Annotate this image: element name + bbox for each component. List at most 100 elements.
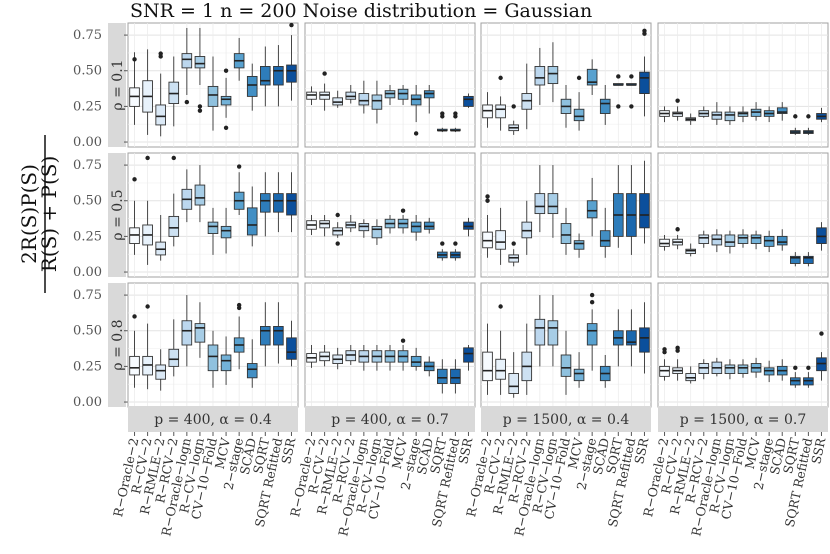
box bbox=[750, 234, 762, 244]
outlier-point bbox=[400, 338, 406, 343]
boxplot-R−CV−logn bbox=[724, 230, 736, 254]
box bbox=[437, 368, 448, 384]
boxplot-MCV bbox=[573, 352, 585, 388]
row-strip-label: ρ = 0.1 bbox=[110, 59, 126, 110]
box bbox=[737, 364, 749, 374]
boxplot-SSR bbox=[463, 217, 474, 237]
outlier-point bbox=[662, 347, 667, 352]
boxplot-SQRT bbox=[790, 365, 801, 388]
facet-panel bbox=[657, 22, 829, 148]
boxplot-CV−10−Fold bbox=[207, 330, 219, 388]
y-tick-label: 0.75 bbox=[73, 158, 102, 173]
boxplot-R−RCV−2 bbox=[521, 200, 533, 255]
boxplot-CV−10−Fold bbox=[384, 215, 396, 234]
boxplot-SCAD bbox=[246, 186, 258, 247]
boxplot-R−CV−2 bbox=[142, 304, 153, 390]
box bbox=[286, 193, 297, 216]
box bbox=[260, 66, 271, 86]
boxplot-R−CV−2 bbox=[319, 71, 330, 111]
boxplot-2−stage bbox=[586, 59, 598, 95]
outlier-point bbox=[158, 51, 163, 56]
boxplot-CV−10−Fold bbox=[207, 56, 219, 131]
boxplot-SQRT Refitted bbox=[803, 114, 814, 135]
boxplot-R−Oracle−logn bbox=[181, 295, 193, 367]
boxplot-SQRT bbox=[613, 74, 624, 109]
boxplot-R−CV−2 bbox=[142, 155, 153, 265]
outlier-point bbox=[675, 345, 680, 351]
boxplot-CV−10−Fold bbox=[560, 207, 572, 255]
box bbox=[724, 364, 736, 374]
box bbox=[260, 326, 271, 346]
box bbox=[534, 193, 546, 215]
box bbox=[698, 234, 710, 244]
facet-panel bbox=[657, 152, 829, 278]
boxplot-R−RMLE−2 bbox=[155, 51, 166, 137]
outlier-point bbox=[197, 108, 203, 113]
box bbox=[639, 327, 650, 353]
boxplot-R−RMLE−2 bbox=[155, 215, 166, 261]
box bbox=[168, 348, 180, 367]
boxplot-R−RMLE−2 bbox=[685, 366, 696, 384]
boxplot-SCAD bbox=[423, 217, 435, 234]
box bbox=[207, 221, 219, 234]
boxplot-R−Oracle−logn bbox=[534, 47, 546, 105]
boxplot-R−Oracle−logn bbox=[181, 169, 193, 223]
boxplot-CV−10−Fold bbox=[560, 330, 572, 395]
box bbox=[573, 108, 585, 122]
boxplot-SQRT bbox=[260, 302, 271, 367]
y-tick-label: 0.25 bbox=[73, 359, 102, 374]
boxplot-SQRT bbox=[260, 46, 271, 107]
boxplot-CV−10−Fold bbox=[560, 85, 572, 128]
boxplot-2−stage bbox=[410, 347, 422, 371]
boxplot-SSR bbox=[463, 93, 474, 108]
outlier-point bbox=[400, 208, 406, 213]
box bbox=[495, 104, 506, 119]
box bbox=[495, 358, 506, 380]
box bbox=[547, 66, 559, 85]
box bbox=[803, 255, 814, 264]
outlier-point bbox=[629, 104, 634, 109]
box bbox=[207, 85, 219, 107]
boxplot-2−stage bbox=[586, 177, 598, 237]
outlier-point bbox=[171, 155, 176, 161]
boxplot-SQRT bbox=[260, 172, 271, 237]
boxplot-R−CV−logn bbox=[194, 27, 206, 113]
boxplot-2−stage bbox=[410, 85, 422, 136]
boxplot-MCV bbox=[750, 102, 762, 121]
box bbox=[737, 234, 749, 244]
facet-panel bbox=[127, 22, 299, 148]
boxplot-R−RCV−2 bbox=[168, 56, 180, 127]
boxplot-SQRT Refitted bbox=[273, 172, 284, 233]
column-strip bbox=[305, 406, 475, 432]
box bbox=[724, 111, 736, 122]
boxplot-R−RCV−2 bbox=[345, 215, 357, 233]
box bbox=[626, 330, 637, 346]
box bbox=[273, 326, 284, 346]
boxplot-2−stage bbox=[763, 106, 775, 123]
box bbox=[155, 364, 166, 380]
boxplot-R−RMLE−2 bbox=[332, 212, 343, 246]
box bbox=[181, 320, 193, 346]
column-strip bbox=[481, 406, 651, 432]
box bbox=[790, 255, 801, 264]
box bbox=[508, 373, 519, 394]
boxplot-R−RMLE−2 bbox=[685, 113, 696, 125]
boxplot-R−Oracle−2 bbox=[482, 323, 493, 395]
facet-panel bbox=[304, 152, 476, 278]
boxplot-R−CV−logn bbox=[194, 302, 206, 358]
x-tick-label: MCV bbox=[389, 436, 410, 471]
row-strip bbox=[108, 153, 126, 277]
outlier-point bbox=[197, 104, 203, 109]
facet-panel bbox=[304, 22, 476, 148]
boxplot-R−Oracle−logn bbox=[358, 345, 370, 371]
y-tick-label: 0.00 bbox=[73, 395, 102, 410]
boxplot-CV−10−Fold bbox=[384, 85, 396, 105]
column-strip-label: p = 400, α = 0.7 bbox=[331, 412, 449, 428]
boxplot-R−Oracle−logn bbox=[358, 80, 370, 114]
boxplot-R−Oracle−2 bbox=[129, 177, 140, 255]
boxplot-R−CV−2 bbox=[142, 49, 153, 135]
boxplot-R−Oracle−logn bbox=[181, 27, 193, 105]
outlier-point bbox=[806, 365, 811, 371]
boxplot-SSR bbox=[639, 160, 650, 244]
boxplot-SCAD bbox=[423, 356, 435, 377]
